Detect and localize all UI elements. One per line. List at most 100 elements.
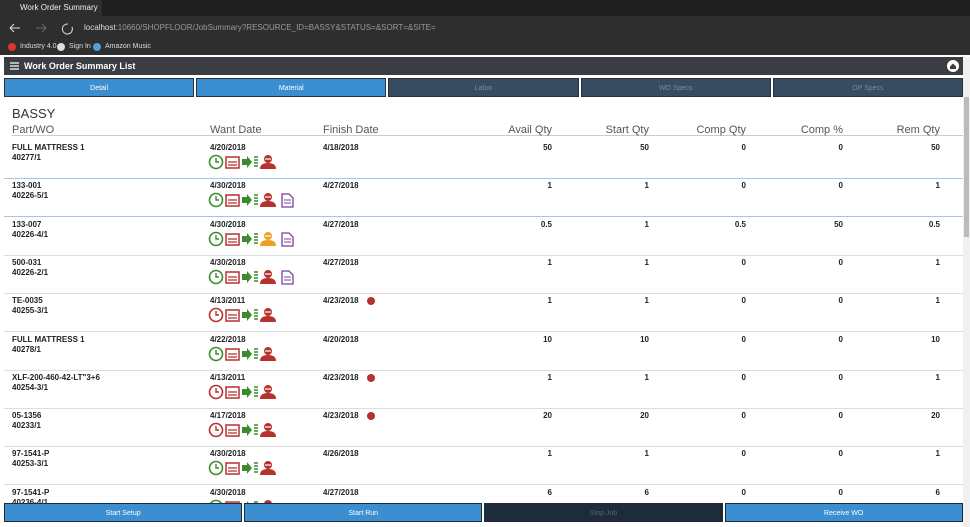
tab[interactable]: WO Specs [580,78,771,97]
bookmarks-bar: Industry 4.0 Sign In Amazon Music [0,40,970,55]
rem-qty: 10 [931,334,940,344]
wo: 40226-2/1 [12,267,49,277]
rem-qty: 50 [931,143,940,152]
status-icons[interactable] [208,384,298,400]
want-date: 4/17/2018 [210,411,246,421]
finish-date: 4/20/2018 [323,334,359,344]
comp-pct: 0 [838,449,843,459]
row[interactable]: 500-031 40226-2/1 4/30/2018 4/27/2018 1 1 0 0 1 [4,255,963,294]
avail-qty: 0.5 [540,219,552,229]
row[interactable]: XLF-200-460-42-LT"3+6 40254-3/1 4/13/2011 4… [4,370,963,409]
finish-date: 4/23/2018 [323,296,359,306]
bookmark[interactable]: Amazon Music [105,43,151,50]
status-icons[interactable] [208,460,298,476]
want-date: 4/30/2018 [210,449,246,459]
rem-qty: 0.5 [928,219,940,229]
home-button[interactable] [947,60,959,72]
alert-icon[interactable] [367,297,375,306]
button[interactable]: Start Run [244,503,483,522]
tab[interactable]: Labor [388,78,579,97]
comp-pct: 0 [838,411,843,421]
row[interactable]: 133-007 40226-4/1 4/30/2018 4/27/2018 0.5 1 0.… [4,217,963,256]
tab[interactable]: Detail [4,78,195,97]
status-icons[interactable] [208,192,298,208]
row[interactable]: 133-001 40226-5/1 4/30/2018 4/27/2018 1 1 0 0 1 [4,178,963,218]
start-qty: 1 [644,372,649,382]
wo: 40253-3/1 [12,459,49,469]
comp-qty: 0 [741,411,746,421]
finish-date: 4/26/2018 [323,449,359,459]
start-qty: 6 [644,487,649,497]
part: 97-1541-P [12,487,50,497]
wo: 40236-4/1 [12,497,49,503]
wo: 40233/1 [12,421,41,431]
status-icons[interactable] [208,499,298,503]
status-icons[interactable] [208,346,298,362]
row[interactable]: TE-0035 40255-3/1 4/13/2011 4/23/2018 1 1 0 0 1 [4,293,963,333]
resource: BASSY [12,106,56,121]
wo: 40278/1 [12,344,41,354]
column-header: Finish Date [323,124,379,136]
avail-qty: 20 [543,411,552,421]
alert-icon[interactable] [367,412,375,421]
part: 133-001 [12,181,42,191]
row[interactable]: 05-1356 40233/1 4/17/2018 4/23/2018 20 20 0 0 20 [4,408,963,448]
nav-buttons[interactable] [8,21,78,35]
rem-qty: 1 [935,296,940,306]
tab[interactable]: Material [196,78,387,97]
status-icons[interactable] [208,307,298,323]
address-bar [0,16,970,40]
browser-tab[interactable]: Work Order Summary [0,0,102,16]
comp-qty: 0 [741,334,746,344]
status-icons[interactable] [208,269,298,285]
button[interactable]: Receive WO [724,503,963,522]
avail-qty: 1 [547,449,552,459]
finish-date: 4/23/2018 [323,411,359,421]
comp-qty: 0 [741,449,746,459]
part: FULL MATTRESS 1 [12,334,85,344]
column-header: Avail Qty [508,124,552,136]
status-icons[interactable] [208,231,298,247]
avail-qty: 6 [547,487,552,497]
start-qty: 1 [644,296,649,306]
alert-icon[interactable] [367,373,375,382]
want-date: 4/22/2018 [210,334,246,344]
app-header: Work Order Summary List [4,57,963,75]
row[interactable]: 97-1541-P 40253-3/1 4/30/2018 4/26/2018 1 1 0 0… [4,446,963,486]
avail-qty: 1 [547,181,552,191]
bookmark-icon [8,43,16,51]
bookmark[interactable]: Sign In [69,43,91,50]
part: 500-031 [12,257,42,267]
scrollbar[interactable] [963,57,970,527]
tab[interactable]: OP Specs [772,78,963,97]
rem-qty: 6 [935,487,940,497]
status-icons[interactable] [208,154,298,170]
row[interactable]: FULL MATTRESS 1 40277/1 4/20/2018 4/18/2018… [4,140,963,179]
column-header: Want Date [210,124,262,136]
menu-icon[interactable] [10,62,19,70]
comp-pct: 0 [838,143,843,152]
app-title: Work Order Summary List [24,61,136,71]
row[interactable]: 97-1541-P 40236-4/1 4/30/2018 4/27/2018 6 6 0 0… [4,485,963,503]
part: 97-1541-P [12,449,50,459]
comp-pct: 0 [838,257,843,267]
want-date: 4/30/2018 [210,487,246,497]
button[interactable]: Start Setup [4,503,243,522]
wo: 40277/1 [12,153,41,162]
comp-qty: 0 [741,181,746,191]
url[interactable]: localhost:10660/SHOPFLOOR/JobSummary?RES… [84,16,436,40]
button[interactable]: Stop Job [484,503,723,522]
row[interactable]: FULL MATTRESS 1 40278/1 4/22/2018 4/20/2018… [4,332,963,371]
start-qty: 1 [644,257,649,267]
avail-qty: 1 [547,372,552,382]
status-icons[interactable] [208,422,298,438]
part: 05-1356 [12,411,42,421]
finish-date: 4/27/2018 [323,487,359,497]
comp-qty: 0.5 [734,219,746,229]
bookmark[interactable]: Industry 4.0 [20,43,57,50]
comp-pct: 0 [838,296,843,306]
wo: 40255-3/1 [12,306,49,316]
bookmark-icon [93,43,101,51]
start-qty: 10 [640,334,649,344]
part: TE-0035 [12,296,43,306]
